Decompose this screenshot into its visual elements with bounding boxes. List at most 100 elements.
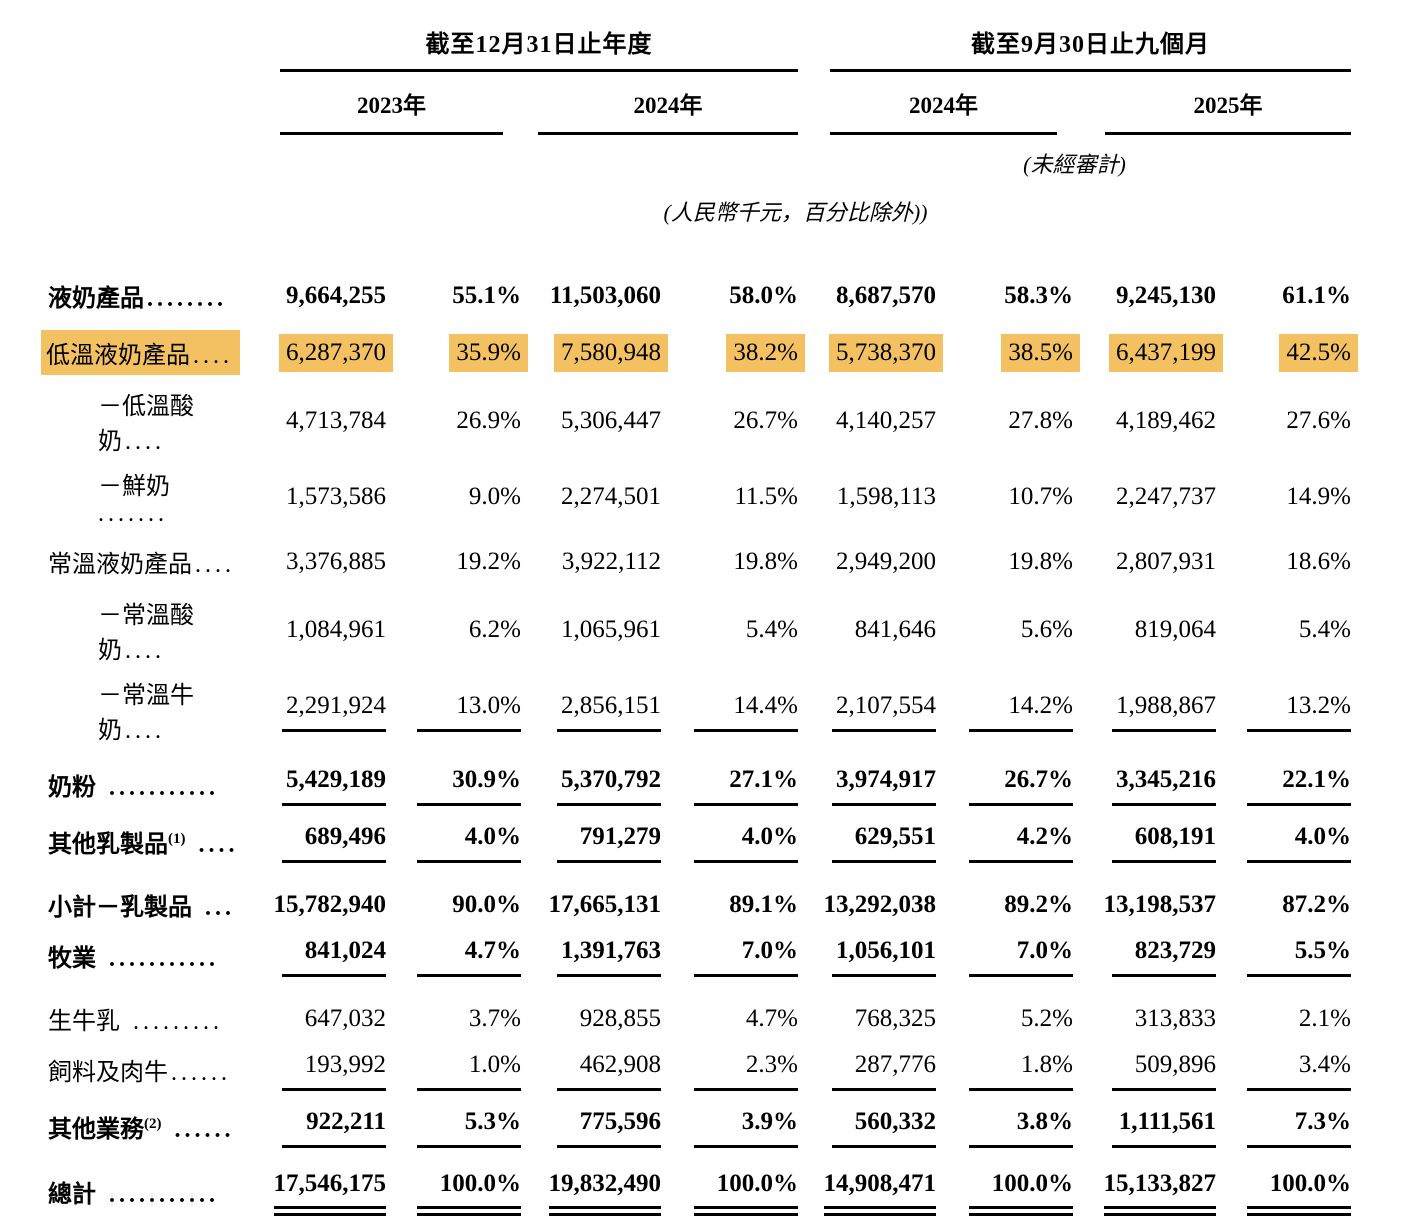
row-label: 飼料及肉牛...... (48, 1047, 240, 1104)
amount-cell: 462,908 (521, 1047, 661, 1104)
amount-cell: 819,064 (1134, 616, 1216, 643)
row-label: 奶粉 ........... (48, 762, 240, 819)
amount-cell: 2,291,924 (240, 670, 386, 762)
percent-cell: 9.0% (468, 483, 521, 510)
percent-cell: 5.6% (1020, 616, 1073, 643)
amount-cell: 5,370,792 (521, 762, 661, 819)
amount-cell: 17,665,131 (548, 890, 662, 918)
year-header-row: 2023年 2024年 2024年 2025年 (48, 72, 1351, 135)
year-header-9m-2025: 2025年 (1073, 72, 1351, 135)
amount-cell: 5,429,189 (240, 762, 386, 819)
table-row: 低溫液奶產品.... 6,287,370 35.9% 7,580,948 38.2% 5,… (41, 324, 1358, 381)
header-spacer (48, 72, 240, 135)
percent-cell: 4.0% (386, 819, 521, 876)
leader-dots: ........... (99, 946, 219, 972)
percent-cell: 89.2% (1004, 890, 1073, 918)
amount-cell: 9,245,130 (1116, 281, 1216, 309)
amount-cell: 1,084,961 (286, 616, 386, 643)
percent-cell: 14.4% (661, 670, 798, 762)
amount-cell: 287,776 (798, 1047, 936, 1104)
unaudited-note: (未經審計) (1023, 152, 1126, 177)
percent-cell: 4.2% (936, 819, 1073, 876)
percent-cell: 27.6% (1286, 407, 1351, 434)
leader-dots: ....... (98, 501, 168, 527)
row-label-text: 低溫液奶產品 (46, 343, 190, 369)
percent-cell: 19.2% (456, 547, 521, 575)
amount-cell: 7,580,948 (521, 324, 668, 381)
amount-cell: 823,729 (1073, 933, 1216, 990)
row-label: －常溫牛奶.... (48, 670, 240, 762)
percent-cell: 38.2% (661, 324, 805, 381)
amount-cell: 1,598,113 (836, 483, 936, 510)
percent-cell: 27.8% (1008, 407, 1073, 434)
percent-cell: 14.9% (1286, 483, 1351, 510)
row-label-text: 小計－乳製品 (48, 895, 192, 921)
table-row: 總計 ........... 17,546,175 100.0% 19,832,490… (48, 1161, 1351, 1228)
amount-cell: 313,833 (1134, 1004, 1216, 1032)
amount-cell: 841,646 (854, 616, 936, 643)
amount-cell: 1,573,586 (286, 483, 386, 510)
table-row: 其他業務(2) ...... 922,211 5.3% 775,596 3.9% 560,… (48, 1104, 1351, 1161)
amount-cell: 13,292,038 (823, 890, 937, 918)
percent-cell: 3.8% (936, 1104, 1073, 1161)
percent-cell: 55.1% (452, 281, 521, 309)
row-label: －常溫酸奶.... (48, 590, 240, 670)
percent-cell: 100.0% (661, 1161, 798, 1228)
amount-cell: 8,687,570 (836, 281, 936, 309)
amount-cell: 6,437,199 (1073, 324, 1223, 381)
percent-cell: 19.8% (1008, 547, 1073, 575)
amount-cell: 928,855 (579, 1004, 661, 1032)
percent-cell: 11.5% (734, 483, 798, 510)
table-row: 常溫液奶產品.... 3,376,885 19.2% 3,922,112 19.8% 2,… (48, 533, 1351, 590)
footnote-marker: (2) (144, 1116, 162, 1132)
amount-cell: 9,664,255 (286, 281, 386, 309)
percent-cell: 1.0% (386, 1047, 521, 1104)
row-label-text: －常溫牛奶 (98, 683, 194, 744)
leader-dots: ........... (99, 775, 219, 801)
amount-cell: 1,391,763 (521, 933, 661, 990)
table-row: －常溫酸奶.... 1,084,961 6.2% 1,065,961 5.4% 841,6… (48, 590, 1351, 670)
amount-cell: 2,856,151 (521, 670, 661, 762)
leader-dots: .... (125, 718, 165, 744)
percent-cell: 2.1% (1298, 1004, 1351, 1032)
percent-cell: 26.9% (456, 407, 521, 434)
row-label: －低溫酸奶.... (48, 381, 240, 461)
row-label: 牧業 ........... (48, 933, 240, 990)
percent-cell: 5.4% (745, 616, 798, 643)
amount-cell: 13,198,537 (1103, 890, 1217, 918)
amount-cell: 15,782,940 (273, 890, 387, 918)
percent-cell: 27.1% (661, 762, 798, 819)
percent-cell: 58.3% (1004, 281, 1073, 309)
percent-cell: 35.9% (386, 324, 528, 381)
percent-cell: 100.0% (1216, 1161, 1351, 1228)
amount-cell: 4,140,257 (836, 407, 936, 434)
amount-cell: 608,191 (1073, 819, 1216, 876)
leader-dots: ...... (171, 1060, 231, 1086)
amount-cell: 2,107,554 (798, 670, 936, 762)
row-label: 小計－乳製品 ... (48, 876, 240, 933)
table-row: 奶粉 ........... 5,429,189 30.9% 5,370,792 27.… (48, 762, 1351, 819)
row-label-text: 總計 (48, 1182, 96, 1208)
row-label: 總計 ........... (48, 1161, 240, 1228)
leader-dots: ... (195, 895, 235, 921)
amount-cell: 2,949,200 (836, 547, 936, 575)
amount-cell: 1,988,867 (1073, 670, 1216, 762)
amount-cell: 791,279 (521, 819, 661, 876)
percent-cell: 87.2% (1282, 890, 1351, 918)
percent-cell: 2.3% (661, 1047, 798, 1104)
percent-cell: 30.9% (386, 762, 521, 819)
leader-dots: ......... (123, 1009, 223, 1035)
table-row: －低溫酸奶.... 4,713,784 26.9% 5,306,447 26.7% 4,1… (48, 381, 1351, 461)
percent-cell: 14.2% (936, 670, 1073, 762)
percent-cell: 7.0% (936, 933, 1073, 990)
amount-cell: 193,992 (240, 1047, 386, 1104)
amount-cell: 5,306,447 (561, 407, 661, 434)
amount-cell: 841,024 (240, 933, 386, 990)
units-note: (人民幣千元，百分比除外)) (663, 200, 928, 225)
percent-cell: 22.1% (1216, 762, 1351, 819)
percent-cell: 19.8% (733, 547, 798, 575)
percent-cell: 7.3% (1216, 1104, 1351, 1161)
table-row: －常溫牛奶.... 2,291,924 13.0% 2,856,151 14.4% 2,1… (48, 670, 1351, 762)
amount-cell: 3,376,885 (286, 547, 386, 575)
